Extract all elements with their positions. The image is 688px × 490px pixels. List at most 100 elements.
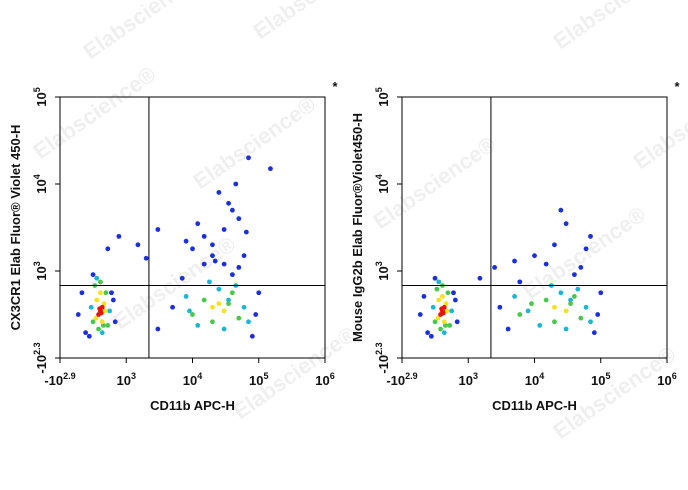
tick-base: -10	[34, 355, 49, 374]
event-dot	[94, 297, 100, 303]
event-dot	[236, 315, 242, 321]
event-dot	[210, 319, 215, 325]
event-dot	[512, 293, 517, 299]
event-dot	[440, 310, 446, 316]
tick-exp: 2.9	[405, 371, 418, 381]
tick-base: 10	[34, 179, 49, 193]
event-dot	[116, 233, 122, 239]
tick-base: 10	[376, 266, 391, 280]
event-dot	[79, 290, 85, 296]
tick-exp: 3	[32, 261, 42, 266]
tick-base: 10	[34, 266, 49, 280]
event-dot	[249, 333, 255, 339]
event-dot	[438, 326, 443, 332]
tick-exp: 4	[32, 174, 42, 179]
event-dot	[210, 242, 215, 248]
x-axis-title: CD11b APC-H	[492, 398, 577, 413]
event-dot	[443, 301, 449, 307]
tick-exp: 5	[374, 87, 384, 92]
event-dot	[97, 306, 103, 312]
event-dot	[98, 279, 103, 285]
watermark: Elabscience®	[189, 91, 321, 194]
y-tick-label: -102.3	[32, 342, 49, 373]
event-dot	[207, 279, 212, 285]
y-tick-label: 103	[32, 261, 49, 280]
event-dot	[588, 233, 593, 239]
event-dot	[492, 264, 498, 270]
event-dot	[229, 272, 235, 278]
event-dot	[88, 304, 94, 310]
watermark: Elabscience®	[29, 61, 161, 164]
event-dot	[497, 304, 503, 310]
tick-exp: 5	[605, 371, 610, 381]
x-tick-label: -102.9	[386, 371, 417, 388]
event-dot	[558, 290, 564, 296]
tick-base: 10	[591, 373, 605, 388]
event-dot	[246, 155, 251, 161]
event-dot	[241, 253, 247, 259]
watermark: Elabscience®	[549, 0, 681, 54]
tick-base: -10	[386, 373, 405, 388]
event-dot	[179, 275, 185, 281]
event-dot	[216, 286, 222, 292]
event-dot	[99, 319, 105, 325]
event-dot	[454, 319, 460, 325]
event-dot	[256, 290, 262, 296]
event-dot	[571, 293, 577, 299]
event-dot	[525, 308, 531, 314]
event-dot	[575, 286, 581, 292]
event-dot	[563, 326, 569, 332]
event-dot	[449, 308, 455, 314]
event-dot	[93, 315, 99, 321]
annotation: *	[674, 79, 680, 94]
tick-base: 10	[249, 373, 263, 388]
tick-base: 10	[459, 373, 473, 388]
event-dot	[96, 326, 101, 332]
event-dot	[190, 312, 195, 317]
event-dot	[183, 238, 189, 244]
annotation: *	[332, 79, 338, 94]
event-dot	[201, 233, 207, 239]
x-axis-title: CD11b APC-H	[150, 398, 235, 413]
event-dot	[105, 322, 111, 328]
event-dot	[90, 319, 96, 325]
event-dot	[421, 293, 427, 299]
x-tick-label: 103	[117, 371, 136, 388]
event-dot	[436, 297, 442, 303]
event-dot	[98, 290, 103, 296]
event-dot	[75, 312, 81, 317]
event-dot	[94, 275, 100, 281]
event-dot	[532, 253, 537, 259]
event-dot	[221, 261, 227, 267]
event-dot	[98, 310, 104, 316]
x-tick-label: 103	[459, 371, 478, 388]
tick-base: 10	[376, 179, 391, 193]
tick-exp: 6	[672, 371, 677, 381]
event-dot	[268, 166, 273, 172]
event-dot	[99, 330, 105, 336]
event-dot	[568, 297, 573, 303]
event-dot	[229, 207, 235, 213]
event-dot	[425, 330, 431, 336]
watermark: Elabscience®	[519, 201, 651, 304]
event-dot	[187, 308, 192, 314]
event-dot	[246, 319, 251, 325]
event-dot	[447, 322, 453, 328]
event-dot	[435, 315, 441, 321]
tick-base: -10	[376, 355, 391, 374]
event-dot	[183, 293, 189, 299]
event-dot	[105, 246, 111, 252]
x-tick-label: 105	[591, 371, 610, 388]
tick-exp: 2.3	[32, 342, 42, 355]
event-dot	[444, 308, 450, 314]
event-dot	[432, 319, 438, 325]
tick-base: 10	[657, 373, 671, 388]
y-tick-label: 103	[374, 261, 391, 280]
event-dot	[110, 297, 116, 303]
event-dot	[583, 304, 589, 310]
tick-exp: 5	[32, 87, 42, 92]
tick-base: 10	[183, 373, 197, 388]
event-dot	[221, 227, 227, 232]
event-dot	[241, 304, 247, 310]
event-dot	[452, 297, 458, 303]
